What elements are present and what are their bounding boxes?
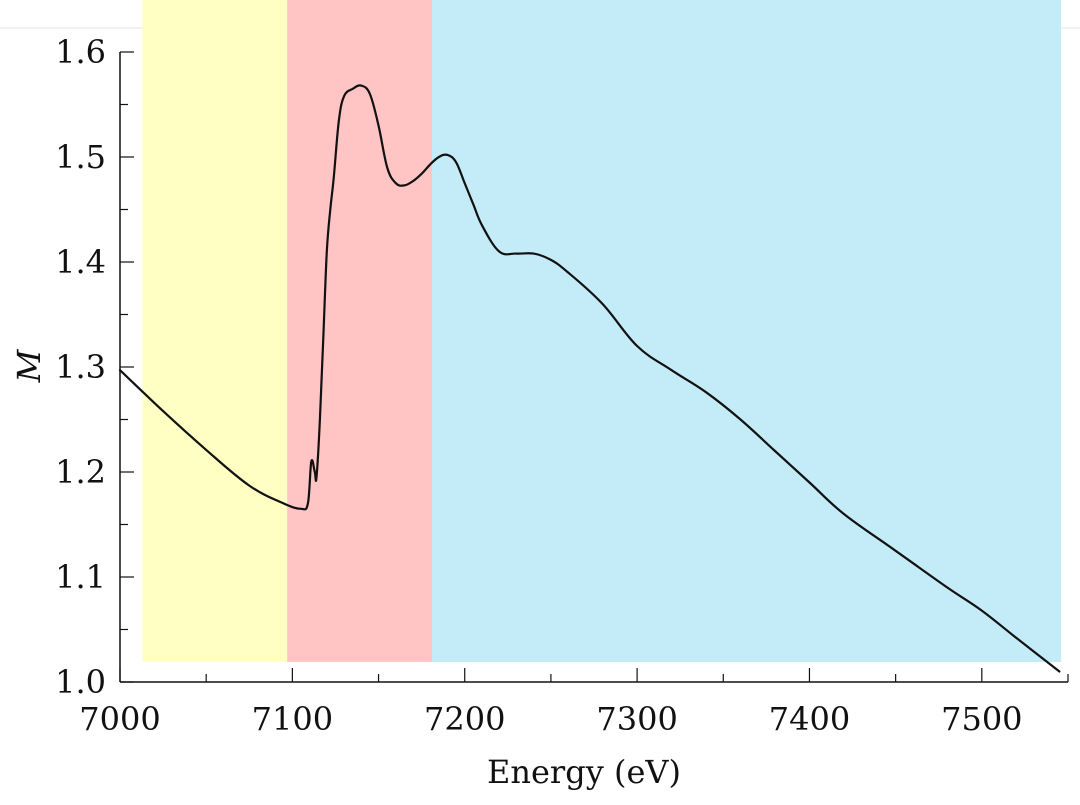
x-tick-label: 7000 — [79, 700, 160, 738]
series-line-M — [118, 84, 1061, 673]
y-axis-title: M — [10, 348, 48, 383]
x-tick-label: 7500 — [941, 700, 1022, 738]
y-tick-label: 1.4 — [55, 243, 106, 281]
region-edge — [287, 0, 432, 662]
shaded-regions — [142, 0, 1062, 662]
x-tick-label: 7300 — [596, 700, 677, 738]
ticks: 1.0 1.1 1.2 1.3 1.4 1.5 1.6 7000 7100 7200 7300 740… — [55, 33, 1069, 738]
x-tick-label: 7200 — [424, 700, 505, 738]
x-tick-label: 7400 — [769, 700, 850, 738]
y-tick-label: 1.1 — [55, 558, 106, 596]
series-layer — [118, 84, 1061, 673]
x-tick-label: 7100 — [252, 700, 333, 738]
region-post-edge — [431, 0, 1062, 662]
y-tick-label: 1.6 — [55, 33, 106, 71]
y-tick-label: 1.5 — [55, 138, 106, 176]
region-pre-edge — [142, 0, 288, 662]
y-tick-label: 1.3 — [55, 348, 106, 386]
y-tick-label: 1.2 — [55, 453, 106, 491]
y-tick-label: 1.0 — [55, 663, 106, 701]
x-axis-title: Energy (eV) — [487, 753, 681, 791]
